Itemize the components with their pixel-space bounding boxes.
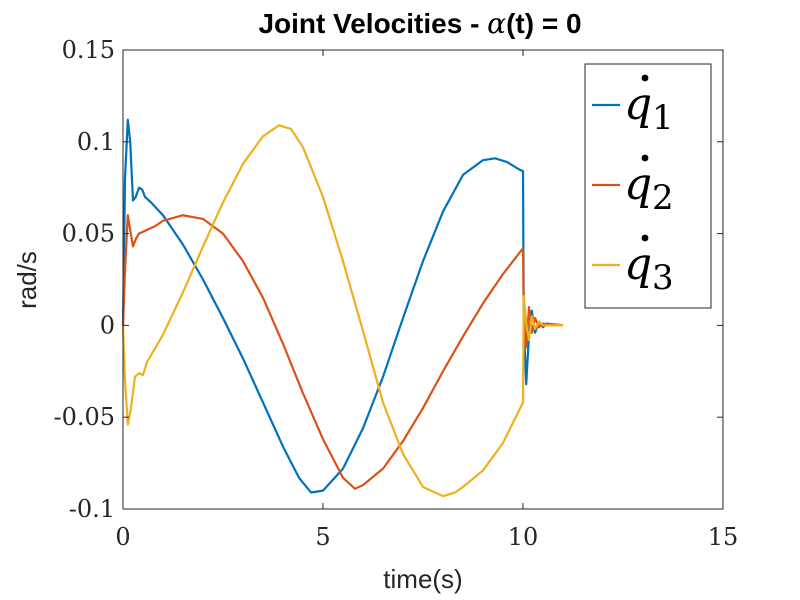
chart-title-part-1: Joint Velocities - — [258, 8, 487, 39]
legend-label-subscript: 3 — [652, 258, 674, 298]
x-tick-label: 0 — [115, 523, 130, 551]
plot-area-frame — [122, 49, 724, 510]
series-layer — [121, 118, 564, 498]
y-tick-label: 0.1 — [77, 128, 115, 156]
y-tick-label: 0.05 — [62, 220, 115, 248]
x-tick-label: 15 — [708, 523, 739, 551]
y-axis-label: rad/s — [12, 251, 42, 309]
x-tick-label: 10 — [508, 523, 539, 551]
legend-label-subscript: 1 — [652, 98, 674, 138]
legend: q 1q 2q 3 — [584, 63, 712, 309]
series-line-3 — [121, 124, 563, 498]
series-line-1 — [121, 118, 564, 494]
legend-label-subscript: 2 — [652, 178, 674, 218]
legend-label-base: q — [624, 79, 652, 130]
legend-label-base: q — [624, 239, 652, 290]
y-tick-label: 0.15 — [62, 36, 115, 64]
y-tick-label: -0.05 — [53, 403, 115, 431]
chart-title-alpha: α — [487, 7, 506, 40]
chart-title: Joint Velocities - α(t) = 0 — [258, 7, 581, 40]
legend-derivative-dot — [641, 74, 649, 82]
legend-items: q 1q 2q 3 — [592, 74, 674, 298]
legend-derivative-dot — [641, 234, 649, 242]
series-line-2 — [121, 214, 564, 490]
axis-ticks: 0 5 10 15 -0.1 -0.05 0 0.05 0.1 0.15 — [53, 36, 738, 551]
chart-title-part-3: (t) = 0 — [506, 8, 581, 39]
x-tick-label: 5 — [315, 523, 330, 551]
x-axis-label: time(s) — [383, 564, 462, 594]
y-tick-label: -0.1 — [69, 495, 115, 523]
y-tick-label: 0 — [100, 311, 115, 339]
legend-derivative-dot — [641, 154, 649, 162]
legend-label-base: q — [624, 159, 652, 210]
